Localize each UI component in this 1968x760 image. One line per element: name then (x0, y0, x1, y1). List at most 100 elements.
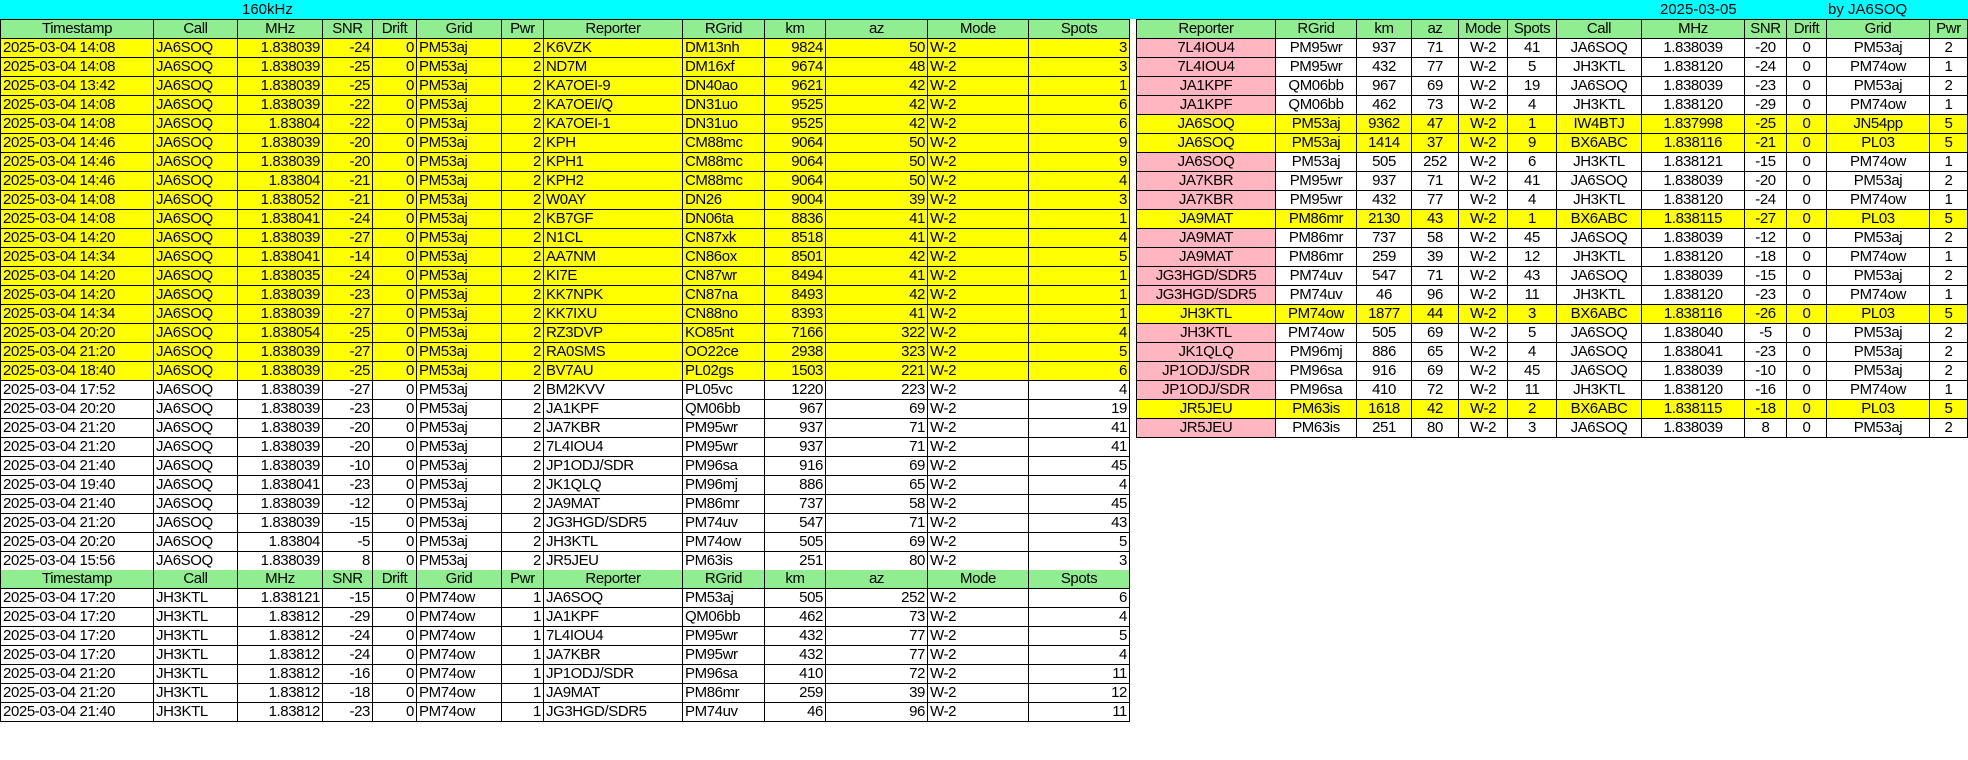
column-header-rgrid[interactable]: RGrid (1275, 19, 1357, 39)
column-header-snr[interactable]: SNR (322, 19, 373, 39)
column-header-call[interactable]: Call (1556, 19, 1642, 39)
cell-pwr: 1 (1929, 380, 1968, 400)
cell-rgrid: CM88mc (682, 152, 765, 172)
cell-drift: 0 (1786, 380, 1827, 400)
cell-reporter: KB7GF (543, 209, 683, 229)
cell-mhz: 1.838116 (1641, 133, 1745, 153)
column-header-pwr[interactable]: Pwr (501, 19, 544, 39)
cell-mode: W-2 (927, 133, 1029, 153)
cell-snr: -24 (322, 38, 373, 58)
column-header-call[interactable]: Call (153, 570, 238, 589)
column-header-spots[interactable]: Spots (1028, 19, 1130, 39)
cell-spots: 5 (1028, 532, 1130, 552)
cell-grid: PM53aj (1826, 38, 1930, 58)
cell-spots: 4 (1028, 645, 1130, 665)
cell-rgrid: PM96sa (682, 664, 765, 684)
column-header-reporter[interactable]: Reporter (543, 570, 683, 589)
cell-pwr: 2 (501, 95, 544, 115)
cell-mhz: 1.83812 (237, 702, 323, 722)
cell-snr: -25 (322, 323, 373, 343)
column-header-mhz[interactable]: MHz (237, 570, 323, 589)
cell-az: 47 (1411, 114, 1459, 134)
cell-grid: PM53aj (416, 133, 502, 153)
cell-snr: -21 (322, 171, 373, 191)
column-header-mhz[interactable]: MHz (237, 19, 323, 39)
cell-spots: 3 (1507, 418, 1557, 438)
cell-rgrid: PM74ow (682, 532, 765, 552)
cell-drift: 0 (1786, 133, 1827, 153)
column-header-az[interactable]: az (1411, 19, 1459, 39)
cell-mode: W-2 (1458, 171, 1508, 191)
cell-mhz: 1.838039 (1641, 228, 1745, 248)
cell-rgrid: PM74ow (1275, 304, 1357, 324)
column-header-mhz[interactable]: MHz (1641, 19, 1745, 39)
column-header-grid[interactable]: Grid (416, 570, 502, 589)
cell-mhz: 1.838039 (237, 285, 323, 305)
column-header-timestamp[interactable]: Timestamp (0, 19, 154, 39)
cell-km: 9064 (764, 171, 826, 191)
cell-snr: -15 (322, 513, 373, 533)
cell-reporter: JH3KTL (1136, 304, 1276, 324)
column-header-km[interactable]: km (1356, 19, 1412, 39)
cell-rgrid: CN88no (682, 304, 765, 324)
column-header-pwr[interactable]: Pwr (501, 570, 544, 589)
column-header-mode[interactable]: Mode (927, 19, 1029, 39)
column-header-reporter[interactable]: Reporter (543, 19, 683, 39)
column-header-snr[interactable]: SNR (1744, 19, 1787, 39)
cell-reporter: JA7KBR (1136, 171, 1276, 191)
table-row: 2025-03-04 14:08 JA6SOQ 1.838039 -25 0 PM53aj… (0, 57, 1130, 77)
cell-reporter: JR5JEU (1136, 399, 1276, 419)
column-header-mode[interactable]: Mode (927, 570, 1029, 589)
cell-drift: 0 (1786, 114, 1827, 134)
cell-call: JA6SOQ (153, 152, 238, 172)
column-header-grid[interactable]: Grid (1826, 19, 1930, 39)
cell-rgrid: PM86mr (1275, 209, 1357, 229)
column-header-pwr[interactable]: Pwr (1929, 19, 1968, 39)
cell-az: 58 (825, 494, 928, 514)
cell-km: 916 (1356, 361, 1412, 381)
column-header-az[interactable]: az (825, 19, 928, 39)
cell-az: 80 (825, 551, 928, 571)
column-header-az[interactable]: az (825, 570, 928, 589)
table-row: 2025-03-04 14:46 JA6SOQ 1.838039 -20 0 PM53aj… (0, 152, 1130, 172)
cell-mode: W-2 (1458, 76, 1508, 96)
column-header-km[interactable]: km (764, 570, 826, 589)
column-header-drift[interactable]: Drift (372, 19, 417, 39)
cell-az: 42 (1411, 399, 1459, 419)
cell-grid: PM74ow (1826, 190, 1930, 210)
column-header-rgrid[interactable]: RGrid (682, 19, 765, 39)
cell-call: JH3KTL (153, 645, 238, 665)
column-header-reporter[interactable]: Reporter (1136, 19, 1276, 39)
cell-reporter: RZ3DVP (543, 323, 683, 343)
cell-snr: -20 (322, 437, 373, 457)
cell-drift: 0 (372, 513, 417, 533)
cell-az: 252 (1411, 152, 1459, 172)
column-header-call[interactable]: Call (153, 19, 238, 39)
column-header-spots[interactable]: Spots (1028, 570, 1130, 589)
cell-mode: W-2 (927, 152, 1029, 172)
cell-rgrid: PM95wr (1275, 57, 1357, 77)
cell-reporter: KPH1 (543, 152, 683, 172)
column-header-rgrid[interactable]: RGrid (682, 570, 765, 589)
cell-pwr: 5 (1929, 399, 1968, 419)
cell-reporter: W0AY (543, 190, 683, 210)
cell-reporter: 7L4IOU4 (543, 437, 683, 457)
column-header-km[interactable]: km (764, 19, 826, 39)
cell-timestamp: 2025-03-04 17:20 (0, 626, 154, 646)
column-header-timestamp[interactable]: Timestamp (0, 570, 154, 589)
column-header-snr[interactable]: SNR (322, 570, 373, 589)
cell-reporter: JG3HGD/SDR5 (1136, 285, 1276, 305)
cell-grid: PM74ow (1826, 57, 1930, 77)
cell-call: JA6SOQ (1556, 361, 1642, 381)
cell-km: 937 (764, 418, 826, 438)
column-header-drift[interactable]: Drift (372, 570, 417, 589)
column-header-spots[interactable]: Spots (1507, 19, 1557, 39)
cell-mode: W-2 (927, 607, 1029, 627)
cell-call: JA6SOQ (1556, 342, 1642, 362)
cell-grid: PM53aj (416, 266, 502, 286)
cell-rgrid: KO85nt (682, 323, 765, 343)
column-header-mode[interactable]: Mode (1458, 19, 1508, 39)
column-header-grid[interactable]: Grid (416, 19, 502, 39)
cell-snr: -27 (1744, 209, 1787, 229)
column-header-drift[interactable]: Drift (1786, 19, 1827, 39)
